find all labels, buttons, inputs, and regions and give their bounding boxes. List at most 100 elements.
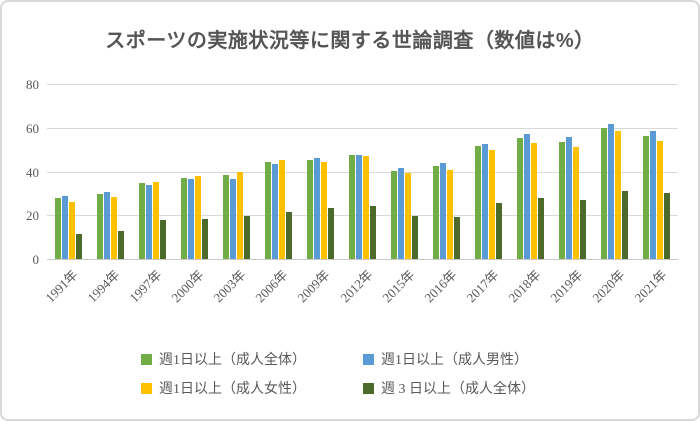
bar (398, 167, 405, 259)
plot-area (47, 84, 678, 260)
legend-swatch-icon (363, 353, 374, 365)
bar-group-2021年 (636, 85, 678, 259)
bar (75, 233, 82, 259)
legend-row: 週1日以上（成人全体） 週1日以上（成人男性） (141, 349, 559, 369)
chart-title: スポーツの実施状況等に関する世論調査（数値は%） (105, 30, 595, 52)
bar (278, 160, 285, 259)
bar (615, 131, 622, 259)
gridline (47, 127, 678, 129)
legend-label: 週1日以上（成人女性） (159, 382, 306, 397)
bar (391, 170, 398, 259)
bar (580, 199, 587, 259)
bar (573, 147, 580, 259)
bar (517, 138, 524, 259)
bar-group-2017年 (468, 85, 510, 259)
legend-item: 週1日以上（成人男性） (363, 349, 559, 369)
bar-group-2019年 (552, 85, 594, 259)
bar-group-2012年 (341, 85, 383, 259)
bar-group-2015年 (384, 85, 426, 259)
bar (489, 150, 496, 259)
bar-group-2016年 (426, 85, 468, 259)
gridline (47, 215, 678, 217)
bar (622, 191, 629, 259)
bar-group-1991年 (47, 85, 89, 259)
bar-group-1994年 (89, 85, 131, 259)
bar (187, 179, 194, 259)
bar-group-1997年 (131, 85, 173, 259)
bar (524, 133, 531, 259)
bar (538, 198, 545, 259)
bar (68, 201, 75, 259)
legend-label: 週1日以上（成人男性） (381, 353, 528, 368)
y-tick-label: 20 (26, 208, 39, 224)
bar (103, 192, 110, 259)
bar-group-2020年 (594, 85, 636, 259)
y-tick-label: 40 (26, 164, 39, 180)
bar (152, 182, 159, 259)
bar (412, 216, 419, 259)
y-tick-label: 60 (26, 120, 39, 136)
legend-label: 週1日以上（成人全体） (159, 353, 306, 368)
bar-group-2006年 (257, 85, 299, 259)
bar (159, 219, 166, 259)
legend: 週1日以上（成人全体） 週1日以上（成人男性） 週1日以上（成人女性） 週 3 日以上… (2, 349, 698, 398)
bar (264, 161, 271, 259)
legend-swatch-icon (363, 382, 374, 394)
bar (313, 157, 320, 259)
bar-group-2003年 (215, 85, 257, 259)
bar (138, 182, 145, 259)
bar (320, 162, 327, 259)
y-tick-label: 80 (26, 77, 39, 92)
bar (559, 141, 566, 259)
bar-group-2009年 (299, 85, 341, 259)
bar-group-2018年 (510, 85, 552, 259)
bar (117, 231, 124, 259)
bar (194, 175, 201, 259)
bar (482, 144, 489, 259)
bar (608, 123, 615, 259)
gridline (47, 84, 678, 85)
bar (180, 177, 187, 259)
bar (61, 196, 68, 259)
legend-item: 週1日以上（成人全体） (141, 349, 337, 369)
legend-label: 週 3 日以上（成人全体） (381, 382, 535, 397)
bar (271, 163, 278, 259)
gridline (47, 171, 678, 173)
legend-item: 週 3 日以上（成人全体） (363, 378, 559, 398)
bar (222, 174, 229, 259)
legend-swatch-icon (141, 382, 152, 394)
bar (201, 219, 208, 259)
bar (664, 192, 671, 259)
bar (440, 162, 447, 259)
bar (643, 135, 650, 259)
bar (475, 146, 482, 259)
bar-group-2000年 (173, 85, 215, 259)
bar (327, 207, 334, 259)
bar (447, 170, 454, 259)
legend-row: 週1日以上（成人女性） 週 3 日以上（成人全体） (141, 378, 559, 398)
bar (306, 159, 313, 259)
bar (601, 127, 608, 259)
bar (96, 193, 103, 259)
bar (657, 140, 664, 259)
bar (362, 156, 369, 259)
bar (454, 217, 461, 259)
bar (348, 155, 355, 259)
bar (531, 143, 538, 259)
legend-swatch-icon (141, 353, 152, 365)
bar (369, 205, 376, 259)
bar (405, 173, 412, 259)
bar (433, 166, 440, 259)
bar (355, 154, 362, 259)
legend-item: 週1日以上（成人女性） (141, 378, 337, 398)
bar (229, 178, 236, 259)
bar (236, 171, 243, 259)
bar (650, 131, 657, 259)
bar (54, 198, 61, 259)
bar (243, 216, 250, 259)
y-tick-label: 0 (32, 252, 40, 267)
bar (496, 203, 503, 259)
bar (110, 196, 117, 259)
bar (566, 136, 573, 259)
